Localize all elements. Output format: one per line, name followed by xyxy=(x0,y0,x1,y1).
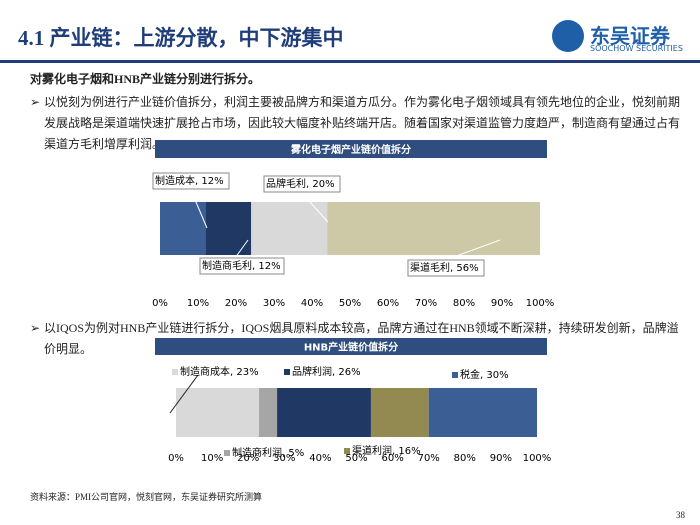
connector xyxy=(169,374,199,414)
bar-segment xyxy=(176,388,260,437)
data-label: 制造商毛利, 12% xyxy=(202,259,281,272)
bullet-text: 以IQOS为例对HNB产业链进行拆分，IQOS烟具原料成本较高，品牌方通过在HN… xyxy=(44,321,679,356)
logo-icon xyxy=(552,20,584,52)
bar-segment xyxy=(205,202,252,255)
logo-en: SOOCHOW SECURITIES xyxy=(590,44,683,53)
source: 资料来源：PMI公司官网，悦刻官网，东吴证券研究所测算 xyxy=(30,492,263,502)
x-tick-label: 80% xyxy=(453,298,475,309)
x-tick-label: 40% xyxy=(301,298,323,309)
x-tick-label: 100% xyxy=(526,298,555,309)
bar-segment xyxy=(327,202,540,255)
data-label: 制造成本, 12% xyxy=(155,174,224,187)
bar-segment xyxy=(160,202,206,255)
label-marker xyxy=(284,369,290,375)
label-box xyxy=(199,257,285,275)
x-tick-label: 30% xyxy=(263,298,285,309)
bullet-text: 以悦刻为例进行产业链价值拆分，利润主要被品牌方和渠道方瓜分。作为雾化电子烟领域具… xyxy=(44,95,681,151)
x-tick-label: 70% xyxy=(415,298,437,309)
data-label: 渠道毛利, 56% xyxy=(410,261,479,274)
page-number: 38 xyxy=(676,510,685,520)
x-tick-label: 70% xyxy=(418,453,440,464)
bar-segment xyxy=(251,202,328,255)
label-box xyxy=(407,259,485,277)
x-tick-label: 0% xyxy=(168,453,184,464)
data-label: 品牌利润, 26% xyxy=(292,365,361,378)
x-tick-label: 40% xyxy=(309,453,331,464)
bar-segment xyxy=(277,388,371,437)
chart-title: HNB产业链价值拆分 xyxy=(304,341,398,354)
data-label: 制造商利润, 5% xyxy=(232,446,304,459)
x-tick-label: 60% xyxy=(381,453,403,464)
connector xyxy=(189,187,208,229)
x-tick-label: 10% xyxy=(201,453,223,464)
x-tick-label: 80% xyxy=(454,453,476,464)
label-marker xyxy=(344,448,350,454)
intro: 对雾化电子烟和HNB产业链分别进行拆分。 xyxy=(30,72,261,86)
chart-title-bar xyxy=(155,140,547,158)
bullet: ➢ 以悦刻为例进行产业链价值拆分，利润主要被品牌方和渠道方瓜分。作为雾化电子烟领域… xyxy=(30,92,680,155)
x-tick-label: 50% xyxy=(339,298,361,309)
bar-segment xyxy=(428,388,537,437)
x-tick-label: 90% xyxy=(490,453,512,464)
connector xyxy=(234,239,249,259)
header-rule xyxy=(0,60,700,63)
page-title: 4.1 产业链：上游分散，中下游集中 xyxy=(18,26,344,50)
bar-segment xyxy=(259,388,278,437)
label-marker xyxy=(452,372,458,378)
data-label: 渠道利润, 16% xyxy=(352,444,421,457)
connector xyxy=(299,190,329,223)
label-box xyxy=(152,172,230,190)
x-tick-label: 50% xyxy=(345,453,367,464)
chart-title: 雾化电子烟产业链价值拆分 xyxy=(290,143,411,156)
logo: 东吴证券 xyxy=(590,24,670,48)
x-tick-label: 0% xyxy=(152,298,168,309)
data-label: 制造商成本, 23% xyxy=(180,365,259,378)
chart-title-bar xyxy=(155,338,547,355)
x-tick-label: 90% xyxy=(491,298,513,309)
x-tick-label: 30% xyxy=(273,453,295,464)
x-tick-label: 20% xyxy=(237,453,259,464)
bullet: ➢ 以IQOS为例对HNB产业链进行拆分，IQOS烟具原料成本较高，品牌方通过在H… xyxy=(30,318,680,360)
data-label: 品牌毛利, 20% xyxy=(266,177,335,190)
connector xyxy=(439,239,501,263)
label-marker xyxy=(224,450,230,456)
data-label: 税金, 30% xyxy=(460,368,509,381)
x-tick-label: 60% xyxy=(377,298,399,309)
x-tick-label: 20% xyxy=(225,298,247,309)
x-tick-label: 10% xyxy=(187,298,209,309)
x-tick-label: 100% xyxy=(523,453,552,464)
label-box xyxy=(263,175,341,193)
bar-segment xyxy=(370,388,429,437)
label-marker xyxy=(172,369,178,375)
